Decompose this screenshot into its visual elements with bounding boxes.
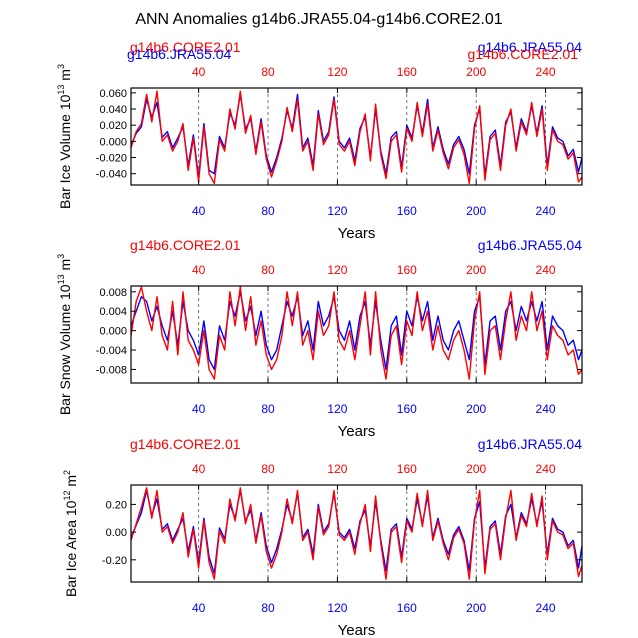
y-axis-label-part: 3 [56, 254, 66, 259]
x-tick-label-top: 120 [327, 65, 347, 79]
x-tick-label-bottom: 80 [261, 601, 275, 615]
y-axis-label-part: 12 [62, 491, 72, 501]
series-line-core [131, 286, 582, 380]
legend-jra-overlap-label: g14b6.JRA55.04 [127, 46, 232, 62]
x-tick-label-top: 200 [466, 65, 486, 79]
x-tick-label-bottom: 160 [397, 402, 417, 416]
legend-core-label: g14b6.CORE2.01 [130, 436, 241, 452]
legend-jra-label: g14b6.JRA55.04 [478, 237, 583, 253]
y-tick-label: -0.020 [96, 153, 127, 165]
x-tick-label-top: 40 [192, 65, 206, 79]
x-tick-label-bottom: 240 [536, 204, 556, 218]
y-tick-label: 0.020 [99, 120, 127, 132]
x-tick-label-bottom: 240 [536, 402, 556, 416]
y-tick-label: 0.00 [106, 527, 127, 539]
chart-panel-3: -0.20 0.00 0.20 40 40 80 80 120 120 160 160 200 200 2… [62, 436, 583, 638]
y-tick-label: 0.000 [99, 136, 127, 148]
x-tick-label-bottom: 160 [397, 601, 417, 615]
series-line-core [131, 487, 582, 580]
x-tick-label-top: 40 [192, 263, 206, 277]
x-tick-label-bottom: 120 [327, 402, 347, 416]
x-tick-label-top: 160 [397, 65, 417, 79]
legend-core-label: g14b6.CORE2.01 [130, 237, 241, 253]
x-tick-label-bottom: 40 [192, 601, 206, 615]
y-axis-label-part: m [63, 475, 79, 491]
y-axis-label: Bar Snow Volume 1013 m3 [56, 254, 73, 415]
x-tick-label-bottom: 40 [192, 402, 206, 416]
chart-panel-2: -0.008 -0.004 0.000 0.004 0.008 40 40 80 80 120 12… [56, 237, 583, 440]
y-tick-label: -0.004 [96, 345, 127, 357]
y-tick-label: 0.008 [99, 287, 127, 299]
x-tick-label-top: 160 [397, 263, 417, 277]
series-line-core [131, 90, 582, 185]
y-tick-label: -0.20 [102, 555, 127, 567]
figure-title: ANN Anomalies g14b6.JRA55.04-g14b6.CORE2… [135, 11, 502, 28]
x-tick-label-bottom: 40 [192, 204, 206, 218]
y-axis-label-part: Bar Snow Volume 10 [57, 284, 73, 415]
y-axis-label-part: 2 [62, 470, 72, 475]
y-axis-label-part: Bar Ice Area 10 [63, 500, 79, 597]
x-tick-label-bottom: 200 [466, 204, 486, 218]
y-tick-label: 0.20 [106, 499, 127, 511]
x-tick-label-bottom: 120 [327, 601, 347, 615]
chart-panel-1: -0.040 -0.020 0.000 0.020 0.040 0.060 40 40 80 80… [56, 39, 583, 242]
y-axis-label: Bar Ice Volume 1013 m3 [56, 64, 73, 209]
x-tick-label-top: 240 [536, 65, 556, 79]
x-tick-label-bottom: 200 [466, 601, 486, 615]
legend-jra-label: g14b6.JRA55.04 [478, 39, 583, 55]
y-axis-label-part: 13 [56, 85, 66, 95]
plot-frame [130, 87, 583, 186]
x-tick-label-bottom: 80 [261, 204, 275, 218]
plot-frame [130, 484, 583, 583]
y-tick-label: -0.040 [96, 169, 127, 181]
x-tick-label-top: 80 [261, 462, 275, 476]
y-tick-label: -0.008 [96, 364, 127, 376]
x-tick-label-bottom: 200 [466, 402, 486, 416]
y-axis-label-part: m [57, 259, 73, 275]
y-axis-label-part: m [57, 69, 73, 85]
x-tick-label-bottom: 160 [397, 204, 417, 218]
x-tick-label-top: 120 [327, 263, 347, 277]
plot-frame [130, 285, 583, 384]
y-axis-label-part: 3 [56, 64, 66, 69]
x-tick-label-top: 200 [466, 462, 486, 476]
series-lines [131, 90, 582, 185]
legend-core-overlap-label: g14b6.CORE2.01 [467, 46, 578, 62]
y-axis-label-part: 13 [56, 274, 66, 284]
x-tick-label-top: 240 [536, 462, 556, 476]
panels: -0.040 -0.020 0.000 0.020 0.040 0.060 40 40 80 80… [56, 39, 583, 638]
y-tick-label: 0.004 [99, 306, 127, 318]
y-axis-label-part: Bar Ice Volume 10 [57, 94, 73, 209]
series-lines [131, 487, 582, 580]
y-tick-label: 0.060 [99, 88, 127, 100]
x-axis-label: Years [338, 225, 376, 242]
legend-core-label: g14b6.CORE2.01 [130, 39, 241, 55]
legend-jra-label: g14b6.JRA55.04 [478, 436, 583, 452]
y-axis-label: Bar Ice Area 1012 m2 [62, 470, 79, 597]
y-tick-label: 0.040 [99, 104, 127, 116]
x-tick-label-top: 80 [261, 263, 275, 277]
x-tick-label-top: 200 [466, 263, 486, 277]
y-tick-label: 0.000 [99, 326, 127, 338]
x-tick-label-top: 40 [192, 462, 206, 476]
x-tick-label-bottom: 240 [536, 601, 556, 615]
x-tick-label-top: 240 [536, 263, 556, 277]
x-tick-label-top: 160 [397, 462, 417, 476]
x-tick-label-bottom: 120 [327, 204, 347, 218]
x-tick-label-top: 120 [327, 462, 347, 476]
x-axis-label: Years [338, 622, 376, 638]
x-axis-label: Years [338, 423, 376, 440]
series-lines [131, 286, 582, 380]
x-tick-label-bottom: 80 [261, 402, 275, 416]
x-tick-label-top: 80 [261, 65, 275, 79]
